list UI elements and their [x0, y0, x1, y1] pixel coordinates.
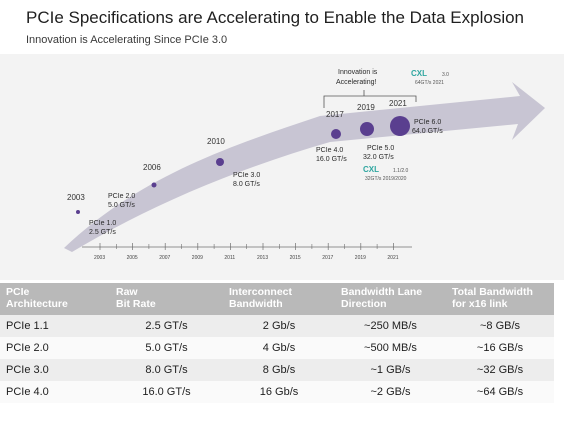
cell-architecture: PCIe 4.0 [0, 381, 110, 403]
cell-raw-bit-rate: 16.0 GT/s [110, 381, 223, 403]
milestone-year: 2017 [326, 110, 344, 119]
axis-tick-label: 2021 [387, 255, 398, 261]
cell-architecture: PCIe 2.0 [0, 337, 110, 359]
milestone-dot [390, 116, 410, 136]
milestone-pcie-4: 2017 PCIe 4.0 16.0 GT/s [316, 110, 347, 163]
milestone-dot [331, 129, 341, 139]
axis-tick-label: 2015 [290, 255, 301, 261]
header-raw-bit-rate: Raw Bit Rate [110, 283, 223, 315]
milestone-label: PCIe 6.0 [414, 119, 441, 126]
timeline-panel [0, 54, 564, 280]
milestone-rate: 32.0 GT/s [363, 154, 394, 161]
cxl-version-top: 3.0 [442, 72, 449, 78]
cxl-logo-bottom: CXL [363, 165, 379, 174]
header-architecture: PCIe Architecture [0, 283, 110, 315]
slide-subtitle: Innovation is Accelerating Since PCIe 3.… [26, 34, 228, 46]
milestone-label: PCIe 3.0 [233, 172, 260, 179]
milestone-label: PCIe 5.0 [367, 145, 394, 152]
table-row: PCIe 2.0 5.0 GT/s 4 Gb/s ~500 MB/s ~16 G… [0, 337, 554, 359]
cxl-detail-bottom: 32GT/s 2019/2020 [365, 176, 407, 182]
milestone-dot [76, 210, 80, 214]
growth-arrow [64, 82, 545, 252]
slide-title: PCIe Specifications are Accelerating to … [26, 8, 525, 27]
cell-interconnect-bandwidth: 16 Gb/s [223, 381, 335, 403]
milestone-pcie-3: 2010 PCIe 3.0 8.0 GT/s [207, 137, 260, 188]
milestone-label: PCIe 1.0 [89, 220, 116, 227]
table-row: PCIe 4.0 16.0 GT/s 16 Gb/s ~2 GB/s ~64 G… [0, 381, 554, 403]
milestone-pcie-6: 2021 PCIe 6.0 64.0 GT/s [389, 99, 443, 136]
axis-tick-label: 2007 [159, 255, 170, 261]
milestone-year: 2010 [207, 137, 225, 146]
axis-tick-label: 2005 [127, 255, 138, 261]
header-total-bandwidth: Total Bandwidth for x16 link [446, 283, 554, 315]
milestone-dot [216, 158, 224, 166]
cell-architecture: PCIe 3.0 [0, 359, 110, 381]
cell-lane-direction-bandwidth: ~1 GB/s [335, 359, 446, 381]
milestone-dot [151, 182, 157, 188]
cell-raw-bit-rate: 2.5 GT/s [110, 315, 223, 337]
cell-raw-bit-rate: 5.0 GT/s [110, 337, 223, 359]
cell-total-bandwidth: ~64 GB/s [446, 381, 554, 403]
cell-total-bandwidth: ~16 GB/s [446, 337, 554, 359]
pcie-spec-table: PCIe Architecture Raw Bit Rate Interconnec… [0, 283, 554, 403]
cxl-logo-top: CXL [411, 69, 427, 78]
cell-total-bandwidth: ~32 GB/s [446, 359, 554, 381]
milestone-dot [360, 122, 374, 136]
innovation-note-line1: Innovation is [338, 69, 378, 76]
milestone-pcie-2: 2006 PCIe 2.0 5.0 GT/s [108, 163, 161, 209]
table-row: PCIe 1.1 2.5 GT/s 2 Gb/s ~250 MB/s ~8 GB… [0, 315, 554, 337]
axis-tick-label: 2019 [355, 255, 366, 261]
innovation-note-line2: Accelerating! [336, 79, 377, 86]
cell-interconnect-bandwidth: 8 Gb/s [223, 359, 335, 381]
cell-lane-direction-bandwidth: ~250 MB/s [335, 315, 446, 337]
axis-tick-label: 2013 [257, 255, 268, 261]
milestone-year: 2019 [357, 103, 375, 112]
milestone-year: 2021 [389, 99, 407, 108]
time-axis-ticks: 2003 2005 2007 2009 2011 2013 2015 2017 2019 2021 [94, 243, 399, 261]
milestone-rate: 5.0 GT/s [108, 202, 135, 209]
innovation-bracket [323, 95, 417, 108]
header-lane-direction-bandwidth: Bandwidth Lane Direction [335, 283, 446, 315]
cell-raw-bit-rate: 8.0 GT/s [110, 359, 223, 381]
milestone-pcie-1: 2003 PCIe 1.0 2.5 GT/s [67, 193, 116, 236]
axis-tick-label: 2017 [322, 255, 333, 261]
axis-tick-label: 2011 [224, 255, 235, 261]
milestone-rate: 2.5 GT/s [89, 229, 116, 236]
milestone-pcie-5: 2019 PCIe 5.0 32.0 GT/s [357, 103, 394, 161]
cell-interconnect-bandwidth: 4 Gb/s [223, 337, 335, 359]
milestone-year: 2003 [67, 193, 85, 202]
milestone-rate: 64.0 GT/s [412, 128, 443, 135]
table-row: PCIe 3.0 8.0 GT/s 8 Gb/s ~1 GB/s ~32 GB/… [0, 359, 554, 381]
cxl-detail-top: 64GT/s 2021 [415, 80, 444, 86]
axis-tick-label: 2003 [94, 255, 105, 261]
header-interconnect-bandwidth: Interconnect Bandwidth [223, 283, 335, 315]
milestone-rate: 16.0 GT/s [316, 156, 347, 163]
milestone-year: 2006 [143, 163, 161, 172]
cell-interconnect-bandwidth: 2 Gb/s [223, 315, 335, 337]
pcie-timeline-diagram: Innovation is Accelerating! CXL 3.0 64GT… [64, 69, 545, 261]
milestone-label: PCIe 2.0 [108, 193, 135, 200]
milestone-rate: 8.0 GT/s [233, 181, 260, 188]
table-header-row: PCIe Architecture Raw Bit Rate Interconnec… [0, 283, 554, 315]
cxl-version-bottom: 1.1/2.0 [393, 168, 409, 174]
milestone-label: PCIe 4.0 [316, 147, 343, 154]
axis-tick-label: 2009 [192, 255, 203, 261]
cell-lane-direction-bandwidth: ~2 GB/s [335, 381, 446, 403]
cell-architecture: PCIe 1.1 [0, 315, 110, 337]
cell-lane-direction-bandwidth: ~500 MB/s [335, 337, 446, 359]
cell-total-bandwidth: ~8 GB/s [446, 315, 554, 337]
